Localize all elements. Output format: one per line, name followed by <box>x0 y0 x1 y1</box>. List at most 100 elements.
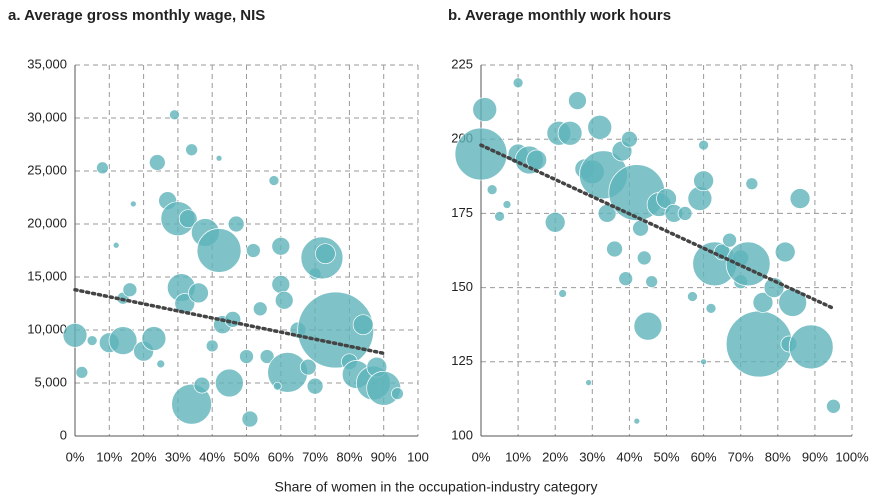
bubble <box>62 322 88 348</box>
y-tick-label: 100 <box>451 427 473 442</box>
bubble <box>698 139 709 151</box>
bubble <box>271 236 291 256</box>
x-tick-label: 60% <box>268 449 294 464</box>
bubble <box>502 200 512 209</box>
bubble <box>587 114 613 140</box>
bubble <box>141 326 167 351</box>
bubble <box>268 175 280 186</box>
x-tick-label: 100 <box>407 449 429 464</box>
bubble <box>606 240 623 258</box>
bubble <box>752 292 774 313</box>
bubble <box>246 243 261 258</box>
bubble <box>677 206 693 221</box>
bubble <box>700 358 707 366</box>
bubble <box>636 250 652 266</box>
trend-line <box>73 287 386 356</box>
bubble <box>705 303 717 314</box>
bubble <box>472 97 498 122</box>
x-tick-label: 50% <box>233 449 259 464</box>
bubble <box>259 349 275 364</box>
bubble <box>633 311 663 341</box>
bubble <box>687 291 698 302</box>
bubble <box>193 376 211 394</box>
x-tick-label: 70% <box>302 449 328 464</box>
bubble <box>544 211 566 233</box>
y-tick-label: 5,000 <box>34 374 67 389</box>
bubble <box>763 277 785 298</box>
chart-title: a. Average gross monthly wage, NIS <box>8 7 265 24</box>
bubbles <box>454 77 841 425</box>
bubble <box>171 383 212 425</box>
x-tick-label: 40% <box>199 449 225 464</box>
bubble <box>174 293 196 314</box>
bubble <box>112 241 120 249</box>
x-tick-label: 50% <box>653 449 679 464</box>
bubble <box>239 349 254 364</box>
bubble <box>391 387 404 400</box>
y-tick-label: 35,000 <box>27 56 67 71</box>
x-tick-label: 80% <box>765 449 791 464</box>
x-tick-label: 80% <box>336 449 362 464</box>
bubble <box>252 301 268 317</box>
bubble <box>621 130 638 148</box>
x-tick-label: 10% <box>505 449 531 464</box>
bubble <box>306 377 324 395</box>
bubble <box>227 215 245 233</box>
bubble <box>494 211 505 222</box>
trend-line <box>479 143 836 311</box>
bubble <box>271 275 291 294</box>
x-tick-label: 0% <box>472 449 491 464</box>
bubble <box>558 289 567 298</box>
x-tick-label: 30% <box>579 449 605 464</box>
bubble <box>205 339 219 353</box>
y-tick-label: 25,000 <box>27 162 67 177</box>
bubble <box>215 154 223 162</box>
bubble <box>633 417 641 425</box>
bubble <box>108 326 138 355</box>
bubble <box>86 335 98 346</box>
x-tick-label: 20% <box>542 449 568 464</box>
y-tick-label: 15,000 <box>27 268 67 283</box>
x-tick-label: 40% <box>616 449 642 464</box>
bubble <box>618 271 634 287</box>
x-tick-label: 30% <box>165 449 191 464</box>
bubble <box>169 109 180 121</box>
y-tick-label: 10,000 <box>27 321 67 336</box>
bubble <box>826 398 841 414</box>
bubble <box>215 368 244 398</box>
bubble <box>299 358 317 376</box>
bubble <box>722 232 737 248</box>
x-tick-label: 100% <box>835 449 869 464</box>
bubble <box>188 282 209 304</box>
bubble <box>788 324 834 370</box>
bubble <box>75 366 89 379</box>
bubble <box>585 379 592 386</box>
bubble <box>156 359 166 369</box>
x-axis-label: Share of women in the occupation-industr… <box>275 479 598 495</box>
bubble <box>645 275 659 289</box>
bubble <box>148 154 166 171</box>
bubble <box>185 143 198 157</box>
x-tick-label: 20% <box>131 449 157 464</box>
x-tick-label: 0% <box>66 449 85 464</box>
bubble <box>789 188 811 209</box>
bubble <box>745 177 759 191</box>
bubble <box>774 241 796 263</box>
bubble <box>512 77 524 89</box>
y-tick-label: 225 <box>451 56 473 71</box>
y-tick-label: 20,000 <box>27 215 67 230</box>
x-tick-label: 90% <box>371 449 397 464</box>
bubble <box>224 311 242 328</box>
bubble <box>122 282 138 298</box>
y-tick-label: 175 <box>451 205 473 220</box>
bubble <box>178 209 198 229</box>
bubble <box>196 228 242 273</box>
bubble <box>129 200 137 208</box>
bubbles <box>62 109 404 428</box>
y-tick-label: 30,000 <box>27 109 67 124</box>
chart-title: b. Average monthly work hours <box>448 7 671 24</box>
bubble <box>241 410 259 428</box>
bubble <box>693 170 714 192</box>
x-tick-label: 60% <box>691 449 717 464</box>
